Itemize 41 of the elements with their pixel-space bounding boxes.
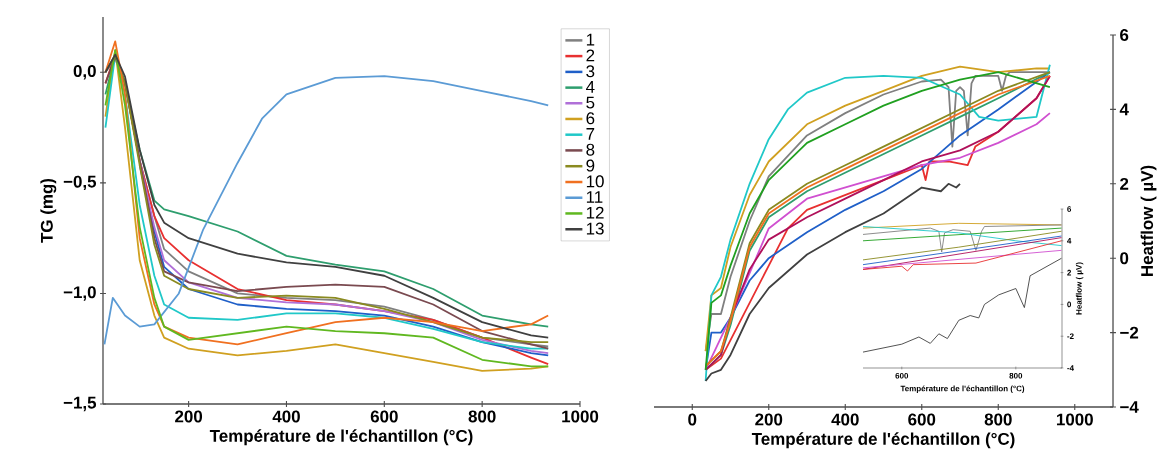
x-tick-label: 400 [831, 413, 859, 426]
y-tick-label: −1,5 [63, 396, 97, 412]
x-tick-label: 600 [370, 410, 398, 423]
legend-label: 3 [586, 65, 595, 78]
legend-label: 9 [586, 159, 595, 172]
x-tick-label: 800 [468, 410, 496, 423]
legend-label: 5 [586, 96, 595, 109]
x-tick-label: 1000 [562, 410, 599, 423]
y2-tick-label: −4 [1120, 401, 1139, 413]
legend-label: 11 [586, 191, 603, 203]
legend-label: 2 [586, 49, 595, 62]
y-tick-label: −0,5 [63, 175, 97, 191]
legend-label: 12 [586, 206, 604, 219]
y2-tick-label: 6 [1120, 29, 1129, 41]
legend-label: 10 [586, 175, 604, 188]
x-tick-label: 400 [272, 410, 300, 423]
y-tick-label: −1,0 [63, 286, 96, 301]
x-tick-label: 0 [688, 413, 697, 426]
legend-label: 1 [586, 33, 595, 46]
legend-label: 4 [586, 81, 595, 93]
x-tick-label: 200 [755, 413, 783, 426]
line-series [704, 182, 961, 382]
x-tick-label: 800 [984, 413, 1012, 426]
legend-label: 8 [586, 143, 595, 156]
y2-tick-label: 0 [1120, 252, 1129, 265]
y2-tick-label: −2 [1120, 326, 1139, 339]
x-tick-label: 600 [908, 413, 936, 426]
legend-label: 7 [586, 128, 595, 140]
line-series [863, 224, 1062, 253]
y2-tick-label: 2 [1120, 177, 1129, 190]
x-axis-title: Température de l'échantillon (°C) [751, 432, 1015, 449]
y2-tick-label: 4 [1119, 103, 1129, 116]
x-tick-label: 1000 [1056, 413, 1093, 426]
y-axis-title: TG (mg) [40, 178, 57, 243]
x-axis-title: Température de l'échantillon (°C) [209, 429, 473, 446]
x-tick-label: 200 [175, 410, 203, 423]
line-series [863, 226, 1062, 247]
y-tick-label: 0,0 [73, 65, 96, 80]
legend-label: 6 [586, 112, 595, 125]
legend-label: 13 [586, 222, 604, 235]
y2-axis-title: Heatflow ( µV) [1140, 165, 1157, 277]
